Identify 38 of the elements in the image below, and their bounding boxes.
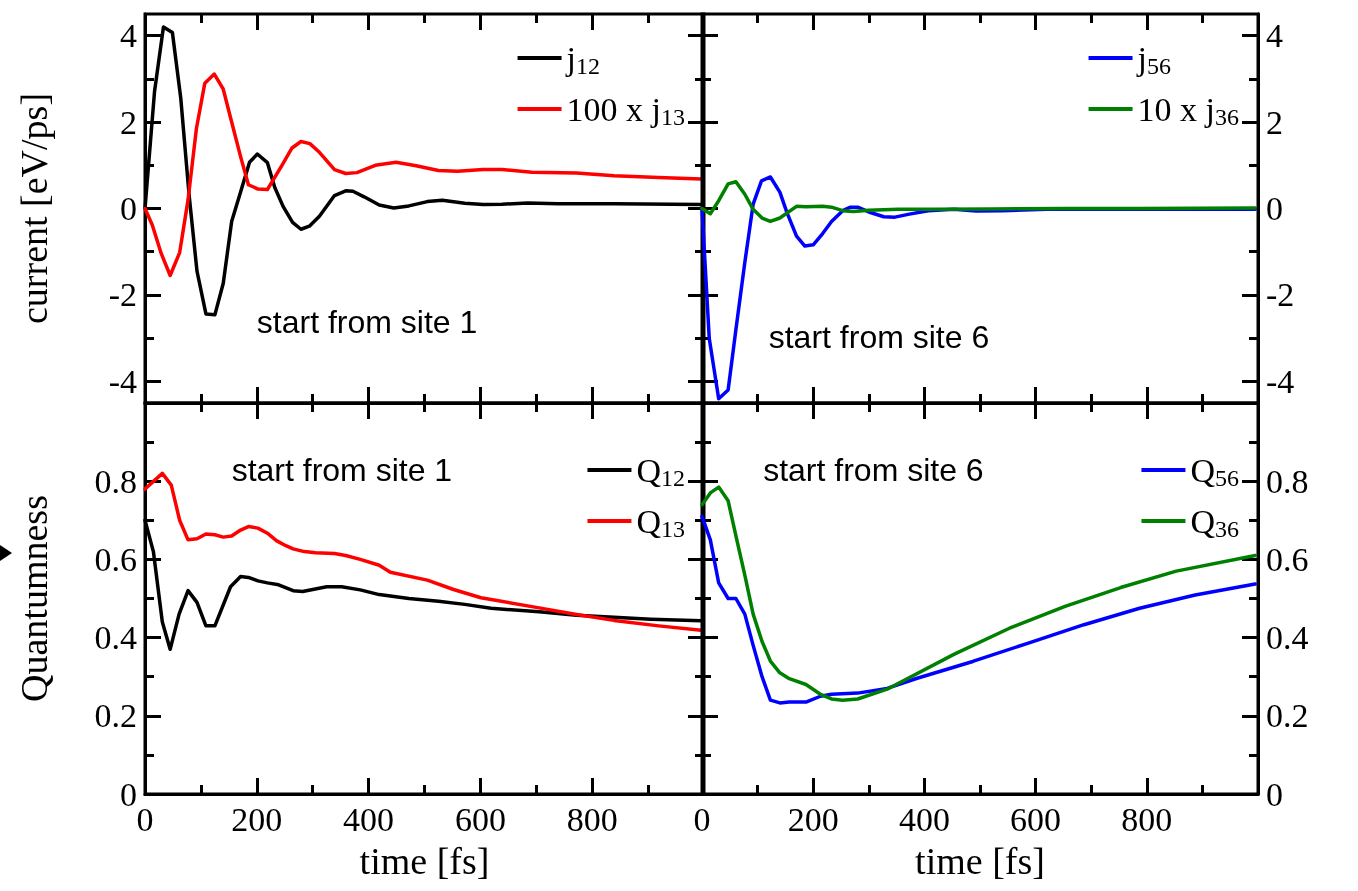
y-tick-label: 0.4 <box>1266 619 1309 657</box>
y-axis-title: current [eV/ps] <box>13 92 55 325</box>
y-tick-label: 0.2 <box>1266 697 1309 735</box>
y-tick-label: 0 <box>1266 190 1283 227</box>
annotation: start from site 1 <box>231 451 453 488</box>
y-tick-label: -2 <box>1266 276 1295 314</box>
x-axis-title: time [fs] <box>359 840 490 882</box>
y-tick-label: 0.8 <box>1266 462 1309 500</box>
x-tick-label: 600 <box>454 800 506 838</box>
y-tick-label: 4 <box>120 17 137 55</box>
y-tick-label: 0.4 <box>94 619 137 657</box>
y-tick-label: 4 <box>1266 17 1283 55</box>
y-tick-label: 0.6 <box>94 540 137 578</box>
x-tick-label: 800 <box>1121 800 1173 838</box>
y-tick-label: 0.2 <box>94 697 137 735</box>
y-tick-label: 0.8 <box>94 462 137 500</box>
y-tick-label: 2 <box>120 103 137 141</box>
line-series <box>700 179 1257 224</box>
y-tick-label: -4 <box>108 362 137 400</box>
x-tick-label: 600 <box>1010 800 1062 838</box>
annotation: start from site 1 <box>256 303 478 340</box>
y-tick-label: -2 <box>108 276 137 314</box>
x-tick-label: 800 <box>566 800 618 838</box>
y-tick-label: 0 <box>120 190 137 227</box>
x-tick-label: 400 <box>898 800 950 838</box>
x-tick-label: 200 <box>231 800 283 838</box>
x-tick-label: 400 <box>343 800 395 838</box>
x-tick-label: 200 <box>787 800 839 838</box>
y-axis-title: Quantumness <box>13 495 55 702</box>
y-tick-label: -4 <box>1266 362 1295 400</box>
x-axis-title: time [fs] <box>915 840 1045 882</box>
y-tick-label: 0.6 <box>1266 540 1309 578</box>
x-tick-label: 0 <box>693 800 711 838</box>
y-tick-label: 0 <box>120 775 137 813</box>
y-tick-label: 2 <box>1266 103 1283 141</box>
annotation: start from site 6 <box>763 451 984 488</box>
annotation: start from site 6 <box>768 319 990 356</box>
y-tick-label: 0 <box>1266 775 1283 813</box>
